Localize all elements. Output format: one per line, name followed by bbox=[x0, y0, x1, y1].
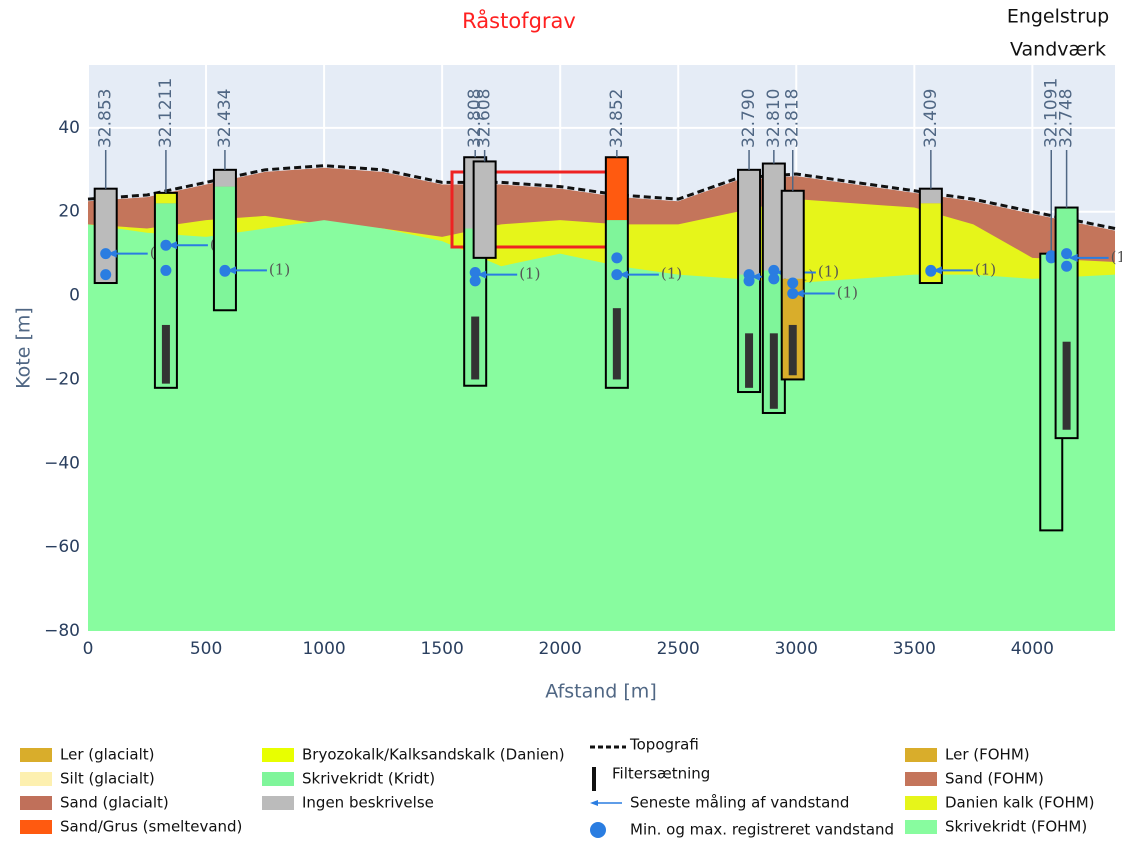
borehole-label: 32.409 bbox=[921, 89, 941, 148]
y-tick-label: 0 bbox=[69, 286, 80, 306]
filter bbox=[745, 333, 753, 388]
filter bbox=[1063, 342, 1071, 430]
latest-water-label: (1) bbox=[519, 265, 540, 283]
legend-label: Min. og max. registreret vandstand bbox=[630, 821, 894, 839]
borehole-segment bbox=[782, 191, 804, 279]
latest-water-label: (1) bbox=[661, 265, 682, 283]
legend-label: Sand/Grus (smeltevand) bbox=[60, 818, 242, 836]
borehole-segment bbox=[920, 189, 942, 204]
legend-label: Skrivekridt (Kridt) bbox=[302, 770, 435, 788]
legend-swatch bbox=[262, 748, 294, 762]
filter bbox=[471, 317, 479, 380]
borehole-label: 32.748 bbox=[1057, 89, 1077, 148]
borehole-label: 32.790 bbox=[739, 89, 759, 148]
borehole-segment bbox=[606, 157, 628, 220]
filter bbox=[770, 333, 778, 408]
latest-water-label: (1) bbox=[975, 260, 996, 278]
y-tick-label: −60 bbox=[44, 537, 80, 557]
borehole-segment bbox=[214, 187, 236, 311]
water-level-dot bbox=[925, 266, 936, 277]
x-tick-label: 1000 bbox=[302, 639, 345, 659]
y-axis-label: Kote [m] bbox=[13, 307, 35, 389]
legend-label: Sand (glacialt) bbox=[60, 794, 169, 812]
legend-swatch bbox=[905, 772, 937, 786]
legend-swatch bbox=[905, 820, 937, 834]
borehole-label: 32.434 bbox=[215, 89, 235, 148]
water-level-dot bbox=[160, 265, 171, 276]
latest-water-label: (1) bbox=[269, 260, 290, 278]
water-level-dot bbox=[611, 252, 622, 263]
legend-swatch bbox=[20, 796, 52, 810]
filter bbox=[789, 325, 797, 375]
x-tick-label: 0 bbox=[83, 639, 94, 659]
borehole-segment bbox=[738, 170, 760, 275]
chart: Råstofgrav Engelstrup Vandværk Afstand [… bbox=[0, 0, 1122, 843]
x-tick-label: 3000 bbox=[775, 639, 818, 659]
y-tick-label: −80 bbox=[44, 621, 80, 641]
latest-water-label: (1) bbox=[1111, 248, 1122, 266]
water-level-dot bbox=[768, 273, 779, 284]
legend-swatch bbox=[590, 822, 606, 838]
water-level-dot bbox=[219, 266, 230, 277]
filter bbox=[613, 308, 621, 379]
borehole-segment bbox=[474, 161, 496, 257]
legend-label: Ler (glacialt) bbox=[60, 746, 155, 764]
legend-swatch bbox=[905, 796, 937, 810]
legend-label: Ingen beskrivelse bbox=[302, 794, 434, 812]
legend-label: Seneste måling af vandstand bbox=[630, 794, 849, 812]
borehole-label: 32.853 bbox=[96, 89, 116, 148]
legend-label: Skrivekridt (FOHM) bbox=[945, 818, 1087, 836]
legend-label: Danien kalk (FOHM) bbox=[945, 794, 1095, 812]
annotation: Engelstrup bbox=[1007, 6, 1109, 28]
layer bbox=[88, 220, 1115, 631]
x-axis-label: Afstand [m] bbox=[545, 681, 656, 703]
water-level-dot bbox=[470, 275, 481, 286]
legend-swatch bbox=[590, 800, 598, 806]
legend-swatch bbox=[262, 772, 294, 786]
x-tick-label: 500 bbox=[190, 639, 222, 659]
water-level-dot bbox=[787, 278, 798, 289]
legend-swatch bbox=[262, 796, 294, 810]
legend-label: Ler (FOHM) bbox=[945, 746, 1030, 764]
legend-label: Topografi bbox=[629, 736, 699, 754]
water-level-dot bbox=[100, 269, 111, 280]
y-tick-label: −40 bbox=[44, 453, 80, 473]
legend-label: Silt (glacialt) bbox=[60, 770, 155, 788]
x-tick-label: 3500 bbox=[893, 639, 936, 659]
x-tick-label: 1500 bbox=[421, 639, 464, 659]
legend-label: Sand (FOHM) bbox=[945, 770, 1044, 788]
legend-label: Bryozokalk/Kalksandskalk (Danien) bbox=[302, 746, 565, 764]
water-level-dot bbox=[1061, 261, 1072, 272]
y-tick-label: 40 bbox=[58, 118, 80, 138]
legend-swatch bbox=[20, 772, 52, 786]
legend-swatch bbox=[592, 767, 596, 791]
borehole-label: 32.608 bbox=[475, 89, 495, 148]
annotation: Vandværk bbox=[1010, 39, 1106, 61]
filter bbox=[162, 325, 170, 384]
legend-swatch bbox=[20, 820, 52, 834]
legend-label: Filtersætning bbox=[612, 765, 710, 783]
latest-water-label: (1) bbox=[837, 283, 858, 301]
borehole-segment bbox=[214, 170, 236, 187]
legend-swatch bbox=[20, 748, 52, 762]
borehole-segment bbox=[155, 193, 177, 203]
annotation: Råstofgrav bbox=[462, 8, 576, 33]
x-tick-label: 2000 bbox=[539, 639, 582, 659]
x-tick-label: 4000 bbox=[1011, 639, 1054, 659]
borehole-label: 32.1211 bbox=[156, 78, 176, 148]
borehole-label: 32.852 bbox=[607, 89, 627, 148]
latest-water-label: (1) bbox=[818, 263, 839, 281]
y-tick-label: −20 bbox=[44, 369, 80, 389]
legend-swatch bbox=[905, 748, 937, 762]
borehole-segment bbox=[95, 189, 117, 283]
borehole-label: 32.810 bbox=[764, 89, 784, 148]
x-tick-label: 2500 bbox=[657, 639, 700, 659]
y-tick-label: 20 bbox=[58, 202, 80, 222]
borehole-label: 32.818 bbox=[783, 89, 803, 148]
